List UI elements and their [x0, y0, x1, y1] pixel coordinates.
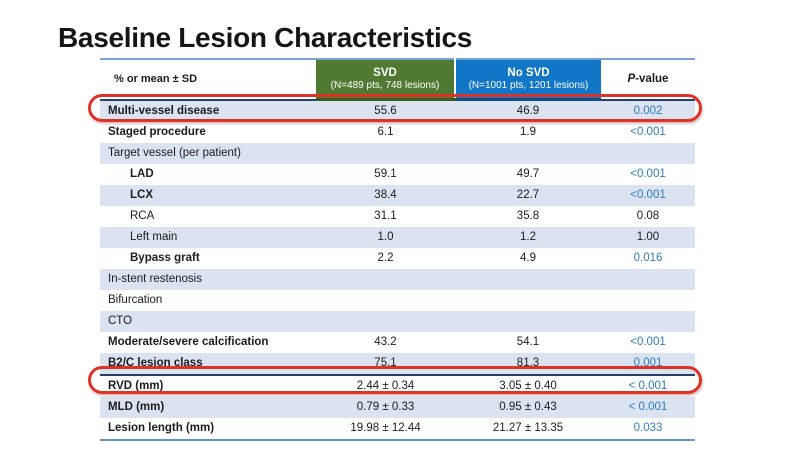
p-value-rest: -value: [635, 73, 669, 86]
table-row-in-stent-restenosis: In-stent restenosis: [100, 269, 695, 290]
table-row-target-vessel: Target vessel (per patient): [100, 143, 695, 164]
row-label: LCX: [100, 185, 316, 206]
no-svd-header-title: No SVD: [507, 66, 550, 79]
no-svd-value: 54.1: [455, 332, 601, 353]
svd-value: 1.0: [316, 227, 455, 248]
p-value: 0.002: [601, 99, 695, 122]
no-svd-value: 1.2: [455, 227, 601, 248]
p-value: 0.033: [601, 418, 695, 440]
no-svd-value: 3.05 ± 0.40: [455, 374, 601, 397]
no-svd-value: [455, 311, 601, 332]
page-title: Baseline Lesion Characteristics: [58, 22, 472, 53]
p-value: 1.00: [601, 227, 695, 248]
table-row-rca: RCA 31.1 35.8 0.08: [100, 206, 695, 227]
table-row-cto: CTO: [100, 311, 695, 332]
no-svd-header-subtitle: (N=1001 pts, 1201 lesions): [468, 79, 589, 91]
no-svd-value: 0.95 ± 0.43: [455, 397, 601, 418]
row-label: CTO: [100, 311, 316, 332]
row-label: RVD (mm): [100, 374, 316, 397]
svd-value: [316, 311, 455, 332]
table-row-lcx: LCX 38.4 22.7 <0.001: [100, 185, 695, 206]
no-svd-value: [455, 290, 601, 311]
row-label: MLD (mm): [100, 397, 316, 418]
no-svd-value: 22.7: [455, 185, 601, 206]
row-label: Bypass graft: [100, 248, 316, 269]
svd-value: [316, 269, 455, 290]
row-label: Moderate/severe calcification: [100, 332, 316, 353]
p-value-italic-p: P: [627, 73, 636, 86]
no-svd-value: 49.7: [455, 164, 601, 185]
table-row-b2c-lesion-class: B2/C lesion class 75.1 81.3 0.001: [100, 353, 695, 375]
svd-value: 0.79 ± 0.33: [316, 397, 455, 418]
svd-value: [316, 143, 455, 164]
row-label: LAD: [100, 164, 316, 185]
no-svd-value: 81.3: [455, 353, 601, 375]
p-value: < 0.001: [601, 374, 695, 397]
row-label: In-stent restenosis: [100, 269, 316, 290]
no-svd-value: 21.27 ± 13.35: [455, 418, 601, 440]
p-value: 0.016: [601, 248, 695, 269]
p-value: [601, 311, 695, 332]
svd-value: 2.2: [316, 248, 455, 269]
no-svd-value: [455, 269, 601, 290]
svd-value: 19.98 ± 12.44: [316, 418, 455, 440]
row-label: Bifurcation: [100, 290, 316, 311]
p-value: [601, 269, 695, 290]
p-value: [601, 143, 695, 164]
svd-value: [316, 290, 455, 311]
no-svd-value: [455, 143, 601, 164]
table-row-bifurcation: Bifurcation: [100, 290, 695, 311]
column-header-svd: SVD (N=489 pts, 748 lesions): [316, 59, 456, 101]
lesion-characteristics-table: % or mean ± SD SVD (N=489 pts, 748 lesio…: [100, 58, 695, 441]
svd-value: 38.4: [316, 185, 455, 206]
table-row-mld: MLD (mm) 0.79 ± 0.33 0.95 ± 0.43 < 0.001: [100, 397, 695, 418]
row-label: Multi-vessel disease: [100, 99, 316, 122]
no-svd-value: 46.9: [455, 99, 601, 122]
p-value: <0.001: [601, 185, 695, 206]
baseline-lesion-table: % or mean ± SD SVD (N=489 pts, 748 lesio…: [88, 58, 702, 441]
row-label: Left main: [100, 227, 316, 248]
table-row-left-main: Left main 1.0 1.2 1.00: [100, 227, 695, 248]
table-row-lad: LAD 59.1 49.7 <0.001: [100, 164, 695, 185]
svd-value: 59.1: [316, 164, 455, 185]
column-header-p-value: P-value: [601, 59, 695, 101]
svd-value: 43.2: [316, 332, 455, 353]
no-svd-value: 4.9: [455, 248, 601, 269]
row-label: Target vessel (per patient): [100, 143, 316, 164]
svd-value: 2.44 ± 0.34: [316, 374, 455, 397]
row-label: B2/C lesion class: [100, 353, 316, 375]
p-value: 0.001: [601, 353, 695, 375]
no-svd-value: 35.8: [455, 206, 601, 227]
svd-value: 55.6: [316, 99, 455, 122]
table-row-lesion-length: Lesion length (mm) 19.98 ± 12.44 21.27 ±…: [100, 418, 695, 440]
table-row-staged-procedure: Staged procedure 6.1 1.9 <0.001: [100, 122, 695, 143]
row-label: Staged procedure: [100, 122, 316, 143]
row-label: RCA: [100, 206, 316, 227]
column-header-metric: % or mean ± SD: [100, 59, 316, 101]
row-label: Lesion length (mm): [100, 418, 316, 440]
table-row-bypass-graft: Bypass graft 2.2 4.9 0.016: [100, 248, 695, 269]
p-value: <0.001: [601, 122, 695, 143]
table-row-multi-vessel-disease: Multi-vessel disease 55.6 46.9 0.002: [100, 99, 695, 122]
column-header-no-svd: No SVD (N=1001 pts, 1201 lesions): [455, 59, 601, 101]
svd-header-title: SVD: [373, 66, 397, 79]
svd-value: 6.1: [316, 122, 455, 143]
svd-value: 31.1: [316, 206, 455, 227]
p-value: <0.001: [601, 164, 695, 185]
p-value: < 0.001: [601, 397, 695, 418]
p-value: 0.08: [601, 206, 695, 227]
no-svd-value: 1.9: [455, 122, 601, 143]
table-row-rvd: RVD (mm) 2.44 ± 0.34 3.05 ± 0.40 < 0.001: [100, 374, 695, 397]
p-value: [601, 290, 695, 311]
table-header-row: % or mean ± SD SVD (N=489 pts, 748 lesio…: [100, 59, 695, 101]
table-row-calcification: Moderate/severe calcification 43.2 54.1 …: [100, 332, 695, 353]
p-value: <0.001: [601, 332, 695, 353]
svd-header-subtitle: (N=489 pts, 748 lesions): [330, 79, 440, 91]
svd-value: 75.1: [316, 353, 455, 375]
